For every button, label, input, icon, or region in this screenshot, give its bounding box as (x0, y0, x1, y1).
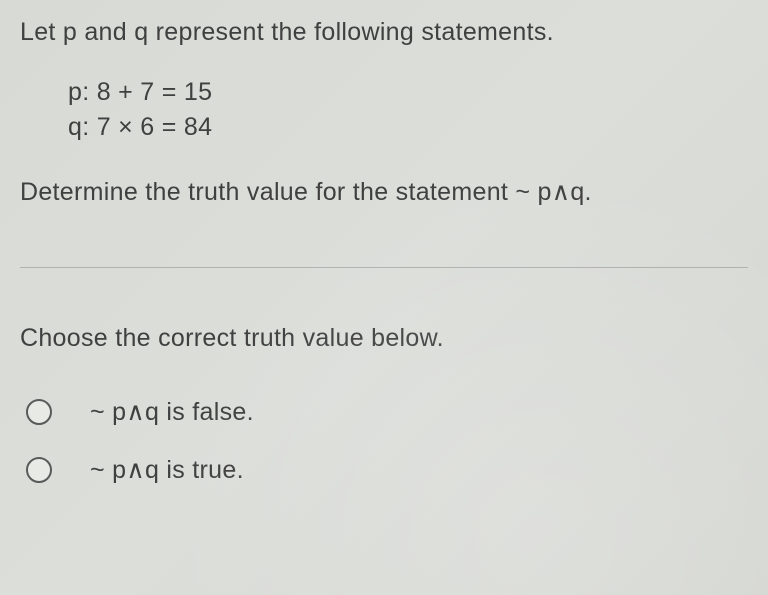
statement-p: p: 8 + 7 = 15 (68, 75, 748, 110)
intro-text: Let p and q represent the following stat… (20, 18, 748, 47)
option-row-1[interactable]: ~ p∧q is true. (26, 455, 748, 485)
radio-icon[interactable] (26, 399, 52, 425)
divider-line (20, 267, 748, 268)
option-label-0: ~ p∧q is false. (90, 397, 254, 427)
prompt-text: Determine the truth value for the statem… (20, 177, 748, 207)
choose-text: Choose the correct truth value below. (20, 324, 748, 353)
radio-icon[interactable] (26, 457, 52, 483)
option-row-0[interactable]: ~ p∧q is false. (26, 397, 748, 427)
statements-block: p: 8 + 7 = 15 q: 7 × 6 = 84 (68, 75, 748, 145)
statement-q: q: 7 × 6 = 84 (68, 110, 748, 145)
option-label-1: ~ p∧q is true. (90, 455, 244, 485)
